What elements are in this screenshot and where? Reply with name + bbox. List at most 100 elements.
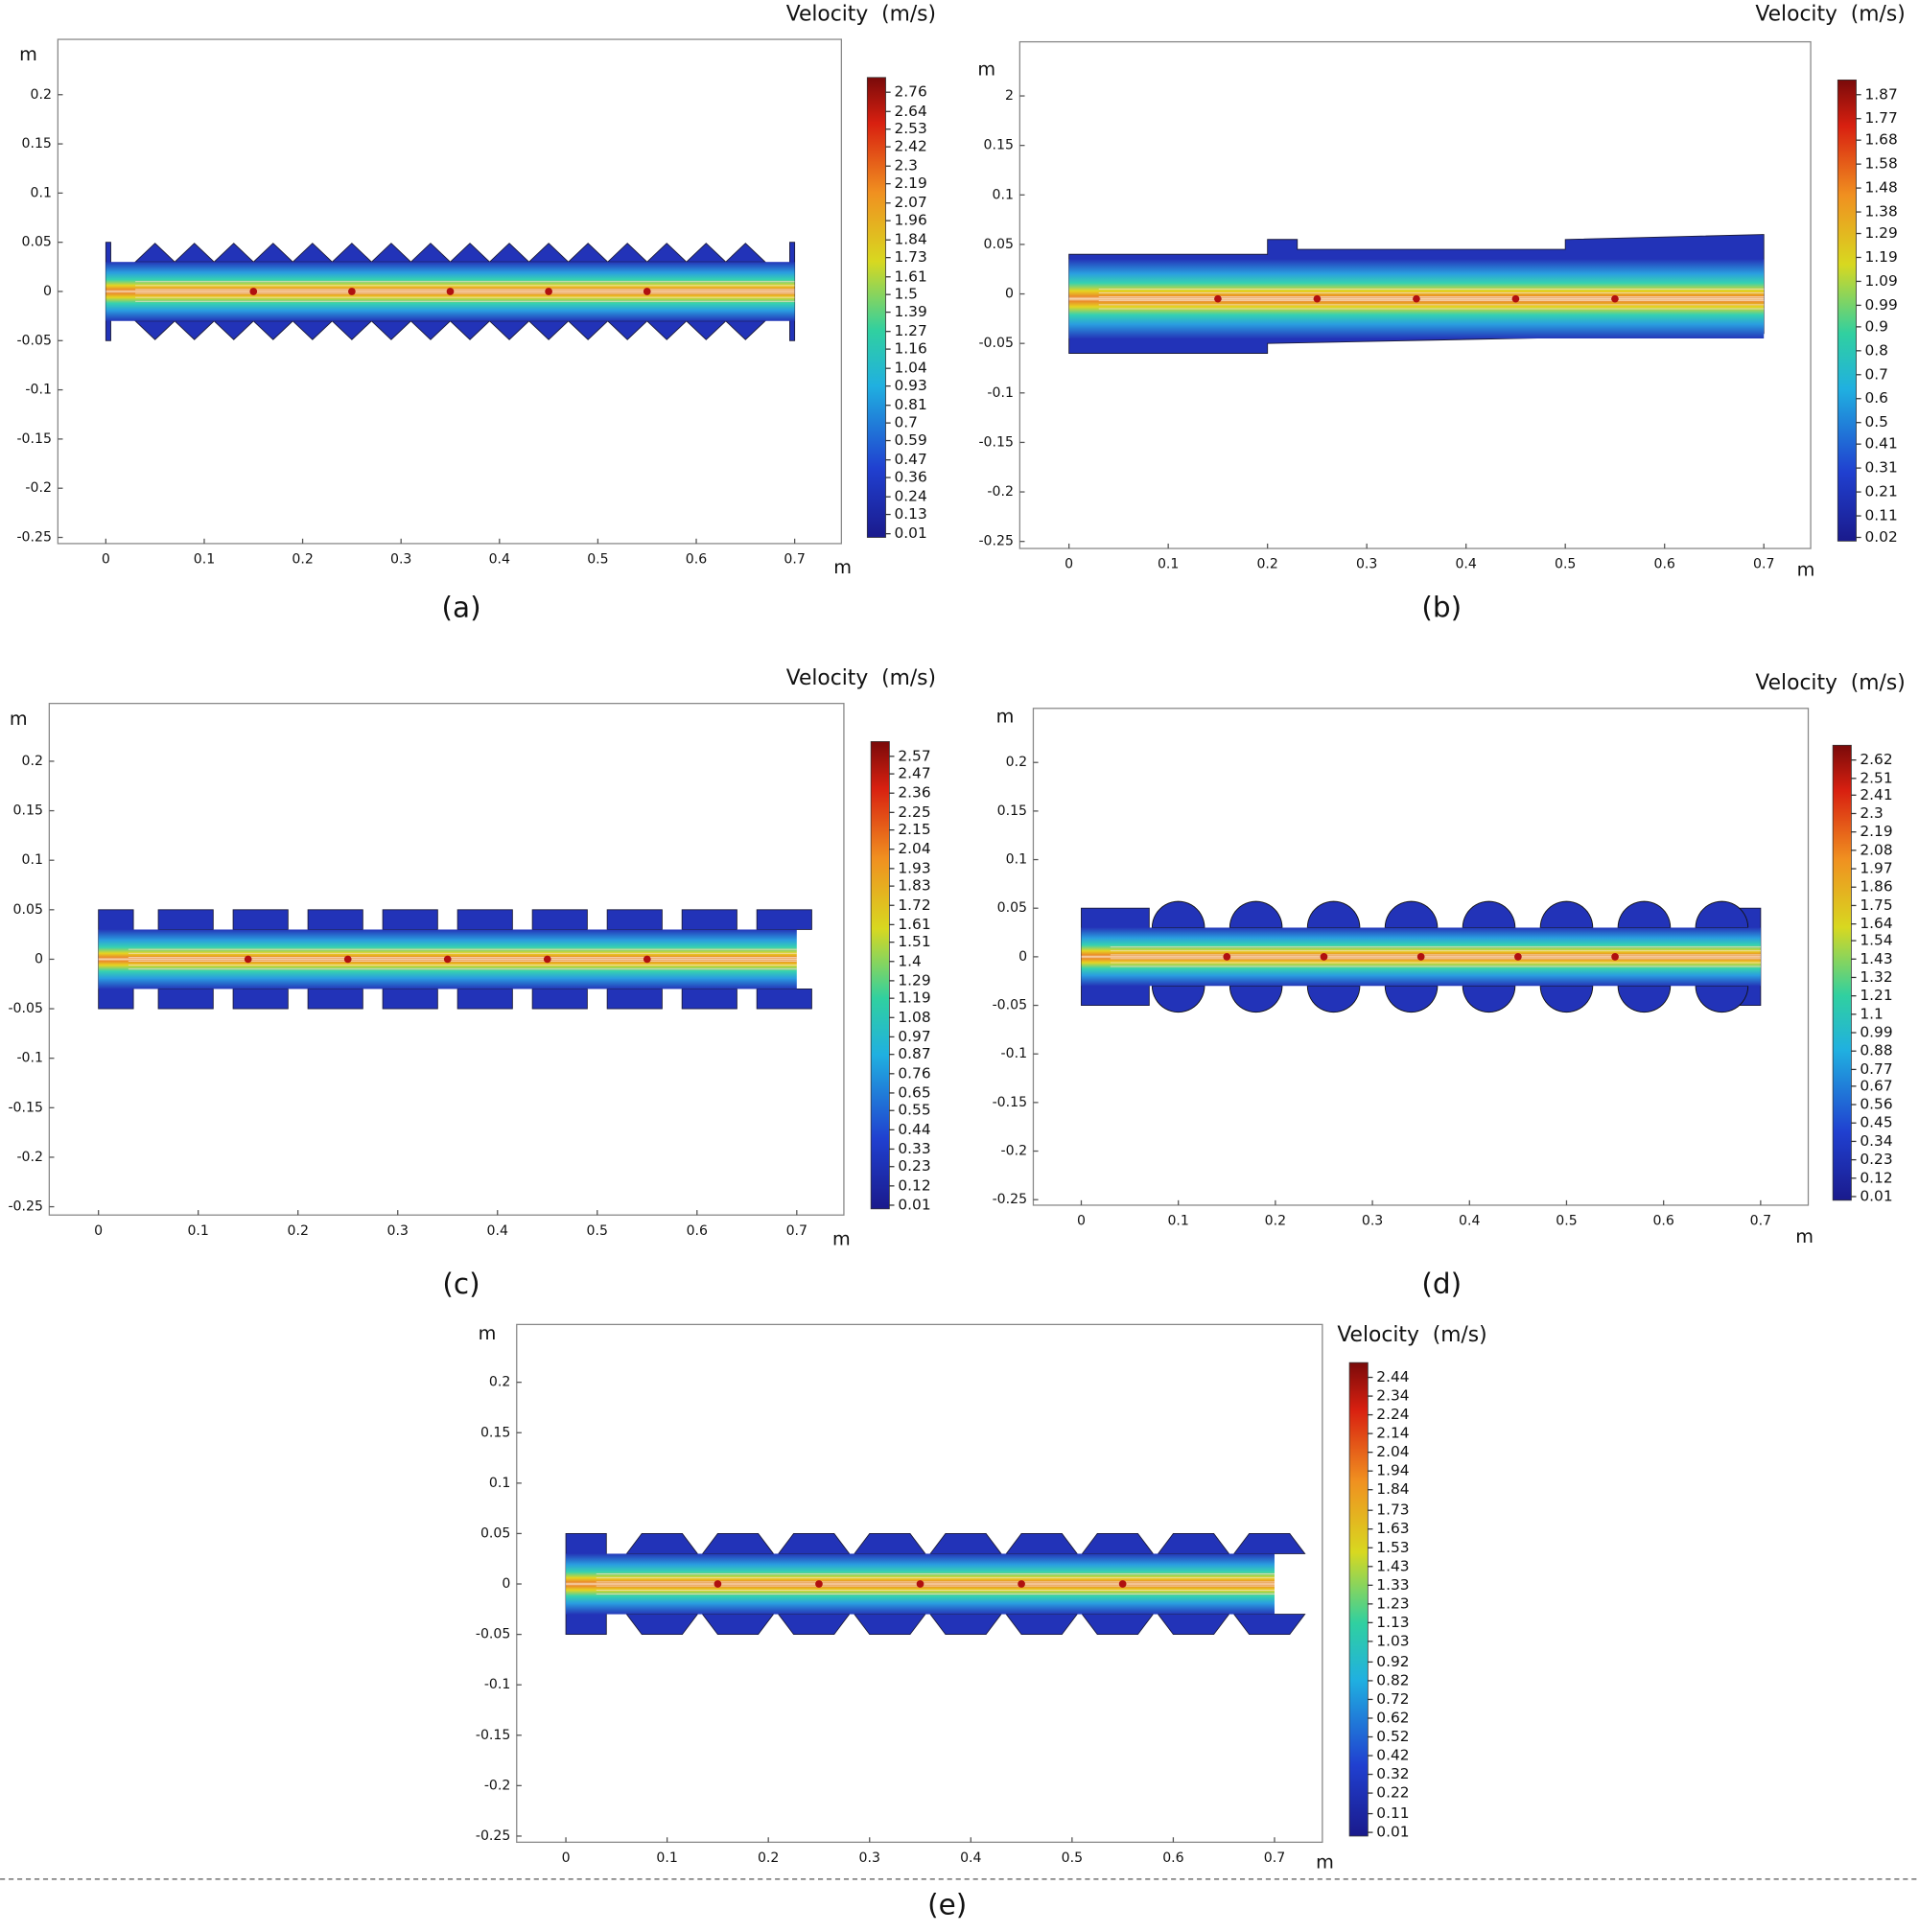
plot-frame (516, 1323, 1323, 1844)
cavity (929, 1614, 1002, 1636)
colorbar-tick-label: 1.75 (1860, 896, 1892, 914)
hotspot (1416, 953, 1425, 961)
y-tick-label: 0.2 (489, 1375, 510, 1390)
colorbar-tick-label: 2.47 (898, 765, 930, 782)
cavity (685, 320, 727, 340)
x-tick-label: 0.7 (1753, 557, 1774, 572)
colorbar (1837, 79, 1857, 542)
colorbar-tick-label: 0.88 (1860, 1042, 1892, 1059)
colorbar-tick-label: 1.54 (1860, 932, 1892, 949)
colorbar-tick-label: 2.19 (1860, 823, 1892, 840)
colorbar-tick-label: 1.53 (1376, 1539, 1409, 1556)
cavity (307, 909, 363, 930)
colorbar-tick-label: 0.9 (1865, 317, 1888, 335)
cavity (1306, 985, 1361, 1013)
cavity (174, 243, 216, 263)
colorbar-tick-label: 0.02 (1865, 528, 1898, 546)
x-tick-label: 0.2 (1265, 1214, 1286, 1229)
colorbar-tick-label: 1.84 (1376, 1480, 1409, 1498)
cavity (331, 243, 373, 263)
cavity (1005, 1532, 1079, 1554)
y-tick-label: -0.25 (8, 1199, 42, 1215)
y-tick-label: 0.15 (984, 138, 1014, 153)
y-axis-label: m (10, 708, 28, 730)
y-tick-label: 0.15 (13, 803, 43, 819)
colorbar-tick-label: 0.41 (1865, 435, 1898, 453)
colorbar-tick-label: 2.04 (1376, 1443, 1409, 1460)
cavity (252, 320, 294, 340)
panel-label: (e) (927, 1889, 967, 1921)
colorbar-title: Velocity (m/s) (1755, 671, 1905, 695)
x-tick-label: 0 (1065, 557, 1073, 572)
cavity (1229, 985, 1283, 1013)
colorbar-tick-label: 2.07 (895, 194, 927, 211)
colorbar-tick-label: 0.7 (1865, 365, 1888, 383)
colorbar-tick-label: 0.81 (895, 396, 927, 413)
x-tick-label: 0.1 (1167, 1214, 1188, 1229)
y-tick-label: -0.25 (993, 1192, 1027, 1207)
x-tick-label: 0 (1077, 1214, 1086, 1229)
colorbar-tick-label: 2.42 (895, 138, 927, 155)
cavity (1229, 900, 1283, 928)
colorbar-tick-label: 1.19 (898, 989, 930, 1007)
colorbar-tick-label: 0.87 (898, 1045, 930, 1062)
cavity (1081, 1614, 1155, 1636)
y-tick-label: -0.1 (484, 1677, 511, 1692)
hotspot (1511, 294, 1520, 303)
colorbar-tick-label: 1.51 (898, 933, 930, 950)
colorbar-tick-label: 1.4 (898, 952, 921, 969)
colorbar-tick-label: 1.73 (895, 248, 927, 266)
x-tick-label: 0.7 (1750, 1214, 1771, 1229)
y-tick-label: -0.05 (476, 1627, 510, 1642)
cavity (625, 1532, 699, 1554)
x-tick-label: 0.6 (1162, 1851, 1183, 1866)
hotspot (643, 955, 651, 964)
x-tick-label: 0.2 (1256, 557, 1277, 572)
colorbar-tick-label: 0.93 (895, 377, 927, 394)
colorbar-tick-label: 0.76 (898, 1064, 930, 1082)
colorbar-tick-label: 1.16 (895, 340, 927, 358)
x-tick-label: 0.4 (1455, 557, 1476, 572)
x-tick-label: 0 (102, 552, 110, 568)
panel-label: (b) (1421, 591, 1462, 623)
y-tick-label: 0.05 (480, 1525, 510, 1541)
cavity (1151, 900, 1205, 928)
colorbar-tick-label: 1.93 (898, 859, 930, 876)
cavity (307, 988, 363, 1010)
hotspot (714, 1580, 722, 1588)
colorbar-tick-label: 1.77 (1865, 109, 1898, 127)
colorbar-tick-label: 0.12 (898, 1176, 930, 1194)
colorbar-tick-label: 1.87 (1865, 85, 1898, 103)
x-tick-label: 0.6 (686, 552, 707, 568)
cavity (1539, 985, 1594, 1013)
colorbar-tick-label: 1.68 (1865, 131, 1898, 149)
colorbar-tick-label: 1.61 (898, 916, 930, 933)
colorbar-tick-label: 0.11 (1376, 1804, 1409, 1822)
x-tick-label: 0.1 (656, 1851, 677, 1866)
x-axis-label: m (1797, 559, 1815, 581)
y-tick-label: 0.2 (31, 87, 52, 103)
y-tick-label: -0.25 (476, 1828, 510, 1844)
x-tick-label: 0.1 (187, 1223, 208, 1239)
colorbar-tick-label: 0.32 (1376, 1765, 1409, 1782)
cavity (531, 988, 588, 1010)
hotspot (1313, 294, 1322, 303)
colorbar-tick-label: 1.61 (895, 268, 927, 285)
cavity (645, 320, 688, 340)
cavity (449, 243, 491, 263)
colorbar-tick-label: 2.14 (1376, 1425, 1409, 1442)
x-tick-label: 0.5 (1555, 557, 1576, 572)
colorbar-tick-label: 0.42 (1376, 1747, 1409, 1764)
colorbar-tick-label: 2.53 (895, 120, 927, 137)
y-tick-label: -0.1 (987, 385, 1014, 401)
colorbar-tick-label: 2.41 (1860, 786, 1892, 803)
colorbar-tick-label: 0.23 (898, 1157, 930, 1175)
y-tick-label: -0.2 (484, 1778, 511, 1793)
colorbar-tick-label: 1.19 (1865, 248, 1898, 266)
colorbar (866, 77, 886, 538)
y-tick-label: 0.1 (489, 1476, 510, 1491)
colorbar-tick-label: 1.58 (1865, 155, 1898, 173)
colorbar-tick-label: 2.51 (1860, 769, 1892, 786)
y-tick-label: -0.25 (16, 530, 51, 546)
